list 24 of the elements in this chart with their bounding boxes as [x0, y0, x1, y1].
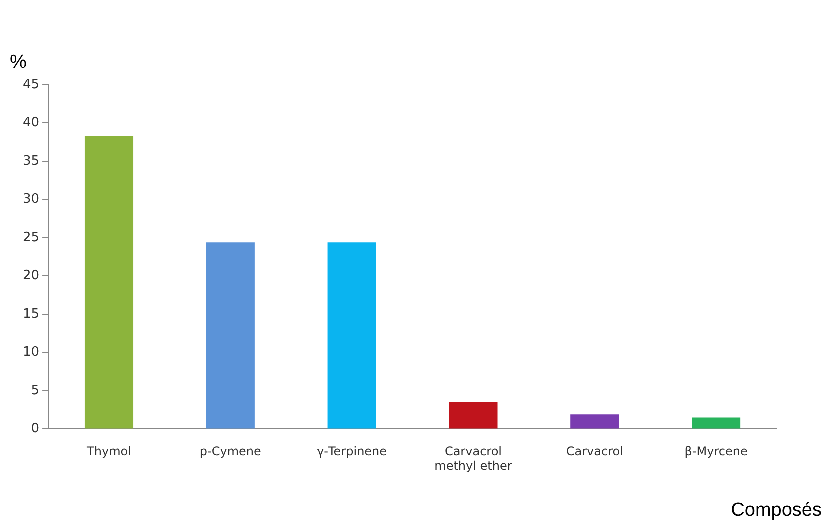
x-tick-label: Carvacrol [566, 444, 624, 459]
x-axis-title: Composés [731, 500, 822, 521]
y-axis-title: % [10, 52, 27, 73]
y-tick-label: 25 [22, 230, 40, 246]
bar [570, 414, 620, 429]
y-tick-label: 10 [22, 345, 40, 360]
x-tick-label: Thymol [86, 444, 132, 459]
y-tick-label: 45 [22, 77, 40, 92]
bar [449, 402, 498, 429]
y-tick-label: 15 [22, 306, 40, 322]
x-tick-label: Carvacrol methyl ether [434, 444, 512, 473]
y-tick-label: 30 [22, 192, 40, 208]
bar [692, 418, 741, 429]
x-tick-label: γ-Terpinene [317, 444, 388, 459]
y-tick-label: 20 [22, 268, 40, 284]
x-tick-label: p-Cymene [200, 444, 262, 459]
y-tick-label: 40 [22, 116, 40, 131]
y-tick-label: 0 [31, 422, 40, 437]
x-tick-label: β-Myrcene [684, 444, 748, 459]
y-tick-label: 35 [22, 154, 40, 169]
y-tick-label: 5 [31, 383, 40, 398]
bar [206, 242, 255, 429]
bar [328, 242, 376, 429]
bar [84, 136, 134, 429]
